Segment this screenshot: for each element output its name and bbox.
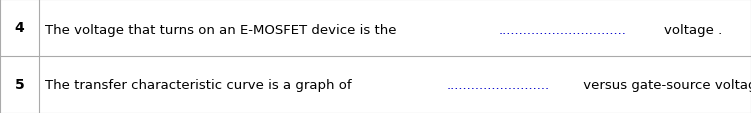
Text: voltage .: voltage . — [664, 24, 722, 37]
Text: 4: 4 — [15, 21, 24, 35]
Text: versus gate-source voltage.: versus gate-source voltage. — [579, 78, 751, 91]
Text: The transfer characteristic curve is a graph of: The transfer characteristic curve is a g… — [45, 78, 356, 91]
Text: ...............................: ............................... — [499, 24, 626, 37]
Text: 5: 5 — [15, 78, 24, 92]
Text: .........................: ......................... — [446, 78, 549, 91]
Text: The voltage that turns on an E-MOSFET device is the: The voltage that turns on an E-MOSFET de… — [45, 24, 397, 37]
